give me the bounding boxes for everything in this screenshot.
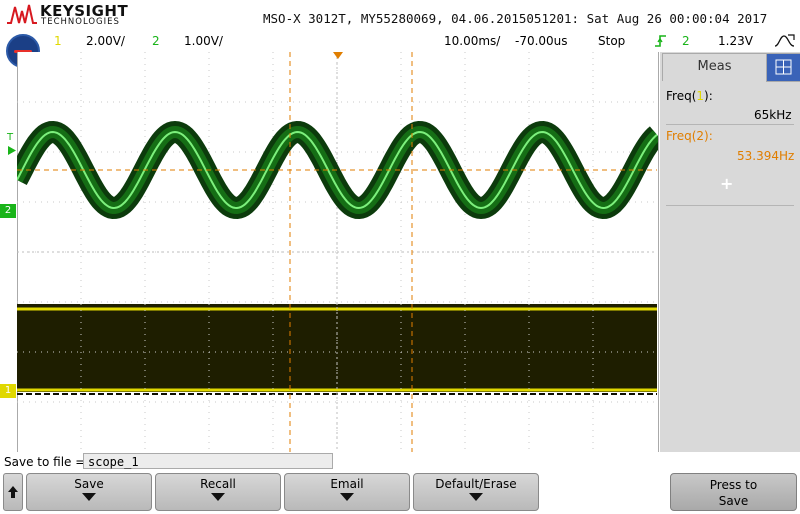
press-to-save-button[interactable]: Press to Save — [670, 473, 797, 511]
ch2-ground-marker[interactable]: 2 — [0, 204, 16, 218]
ch2-number[interactable]: 2 — [152, 34, 160, 48]
timebase[interactable]: 10.00ms/ — [444, 34, 501, 48]
keysight-wave-icon — [7, 4, 37, 24]
save-softkey-label: Save — [74, 477, 104, 491]
tab-other[interactable] — [766, 53, 800, 82]
ch2-waveform — [17, 130, 658, 210]
rising-edge-icon — [655, 35, 666, 47]
grid-icon — [775, 59, 792, 75]
down-arrow-icon — [211, 493, 225, 501]
meas-separator — [666, 205, 794, 206]
email-softkey[interactable]: Email — [284, 473, 410, 511]
meas-separator — [666, 124, 794, 125]
ch1-scale[interactable]: 2.00V/ — [86, 34, 125, 48]
down-arrow-icon — [469, 493, 483, 501]
status-bar — [0, 32, 800, 52]
ch1-number[interactable]: 1 — [54, 34, 62, 48]
measurement-panel — [660, 52, 800, 452]
run-state[interactable]: Stop — [598, 34, 626, 48]
ch1-ground-marker[interactable]: 1 — [0, 384, 16, 398]
brand-sub: TECHNOLOGIES — [41, 17, 120, 27]
meas-item-2-label[interactable]: Freq(2): — [666, 129, 713, 143]
filename-field[interactable]: scope_1 — [83, 453, 333, 469]
back-button[interactable] — [3, 473, 23, 511]
default-erase-softkey[interactable]: Default/Erase — [413, 473, 539, 511]
trigger-channel[interactable]: 2 — [682, 34, 690, 48]
trigger-level[interactable]: 1.23V — [718, 34, 753, 48]
press-to-save-line1: Press to — [709, 478, 758, 492]
email-softkey-label: Email — [330, 477, 364, 491]
meas-item-2-value: 53.394Hz — [737, 149, 795, 163]
default-erase-softkey-label: Default/Erase — [435, 477, 517, 491]
ch2-scale[interactable]: 1.00V/ — [184, 34, 223, 48]
press-to-save-line2: Save — [718, 494, 749, 508]
meas-item-1-value: 65kHz — [754, 108, 792, 122]
recall-softkey-label: Recall — [200, 477, 236, 491]
recall-softkey[interactable]: Recall — [155, 473, 281, 511]
down-arrow-icon — [340, 493, 354, 501]
horizontal-delay[interactable]: -70.00us — [515, 34, 568, 48]
brand-name: KEYSIGHT — [40, 2, 129, 20]
add-measurement-button[interactable]: + — [720, 174, 734, 193]
trigger-position-marker-icon — [333, 52, 343, 59]
save-softkey[interactable]: Save — [26, 473, 152, 511]
graticule — [17, 52, 658, 452]
up-arrow-icon — [8, 486, 18, 498]
keysight-logo: KEYSIGHT TECHNOLOGIES — [0, 0, 135, 30]
tab-meas[interactable]: Meas — [662, 53, 767, 81]
trigger-arrow-icon — [8, 146, 16, 155]
acquire-icon[interactable] — [774, 33, 796, 49]
save-to-file-label: Save to file = — [4, 455, 86, 469]
down-arrow-icon — [82, 493, 96, 501]
instrument-title: MSO-X 3012T, MY55280069, 04.06.201505120… — [263, 11, 768, 26]
trigger-level-marker: T — [7, 132, 14, 143]
meas-item-1-label[interactable]: Freq(1): — [666, 89, 713, 103]
